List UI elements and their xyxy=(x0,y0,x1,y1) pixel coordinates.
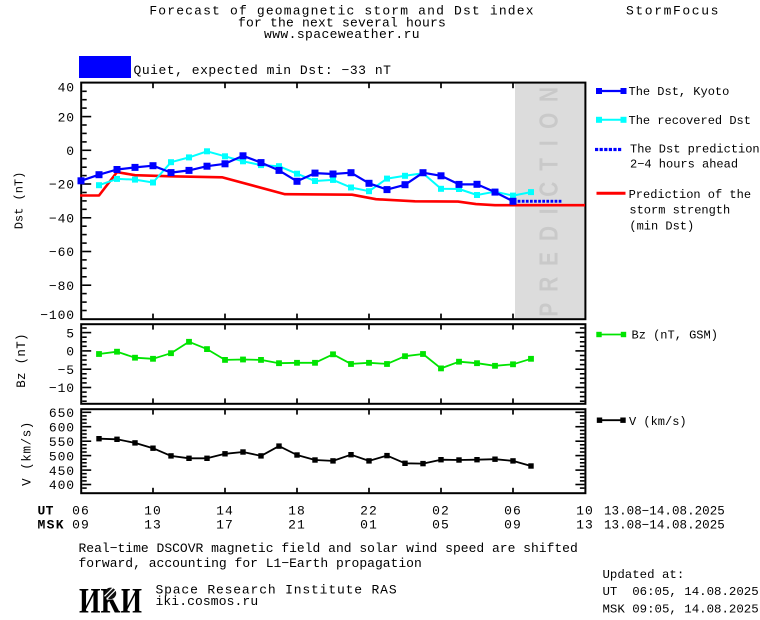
svg-text:Updated at:: Updated at: xyxy=(603,568,685,582)
svg-text:09: 09 xyxy=(504,518,522,533)
svg-text:forward, accounting for L1−Ear: forward, accounting for L1−Earth propaga… xyxy=(79,556,422,571)
svg-text:2−4 hours ahead: 2−4 hours ahead xyxy=(630,157,738,171)
svg-text:V (km/s): V (km/s) xyxy=(629,415,687,429)
svg-text:22: 22 xyxy=(360,504,378,519)
svg-text:650: 650 xyxy=(49,406,75,421)
svg-text:C: C xyxy=(534,182,563,197)
svg-text:40: 40 xyxy=(58,81,75,96)
svg-text:−20: −20 xyxy=(49,178,75,193)
svg-text:T: T xyxy=(534,157,563,170)
svg-text:600: 600 xyxy=(49,420,75,435)
svg-text:Space Research Institute RAS: Space Research Institute RAS xyxy=(156,582,398,597)
svg-text:I: I xyxy=(534,209,563,215)
svg-text:13: 13 xyxy=(144,518,162,533)
svg-text:−5: −5 xyxy=(58,363,75,378)
svg-text:UT: UT xyxy=(38,504,54,519)
svg-text:P: P xyxy=(534,303,563,317)
svg-text:0: 0 xyxy=(66,144,75,159)
svg-text:5: 5 xyxy=(66,326,75,341)
svg-text:Real−time DSCOVR magnetic fiel: Real−time DSCOVR magnetic field and sola… xyxy=(79,541,578,556)
svg-text:Prediction of the: Prediction of the xyxy=(629,188,751,202)
svg-text:13: 13 xyxy=(576,518,594,533)
svg-text:−10: −10 xyxy=(49,381,75,396)
svg-text:N: N xyxy=(534,87,563,102)
svg-text:iki.cosmos.ru: iki.cosmos.ru xyxy=(156,594,259,609)
svg-text:D: D xyxy=(534,226,563,241)
svg-text:for the next several hours: for the next several hours xyxy=(238,15,446,30)
svg-text:450: 450 xyxy=(49,464,75,479)
svg-text:0: 0 xyxy=(66,345,75,360)
svg-text:(min Dst): (min Dst) xyxy=(629,219,694,233)
svg-text:14: 14 xyxy=(216,504,234,519)
svg-text:13.08−14.08.2025: 13.08−14.08.2025 xyxy=(604,505,725,519)
svg-text:06: 06 xyxy=(72,504,90,519)
svg-text:01: 01 xyxy=(360,518,378,533)
svg-text:MSK: MSK xyxy=(38,518,65,533)
svg-text:400: 400 xyxy=(49,478,75,493)
svg-text:Bz (nT): Bz (nT) xyxy=(15,333,29,388)
svg-text:06: 06 xyxy=(504,504,522,519)
svg-text:09: 09 xyxy=(72,518,90,533)
svg-text:13.08−14.08.2025: 13.08−14.08.2025 xyxy=(604,519,725,533)
svg-text:V (km/s): V (km/s) xyxy=(21,421,35,486)
svg-text:Bz (nT, GSM): Bz (nT, GSM) xyxy=(632,328,718,342)
svg-text:Quiet, expected min Dst: −33 n: Quiet, expected min Dst: −33 nT xyxy=(134,63,392,78)
svg-text:UT 06:05, 14.08.2025: UT 06:05, 14.08.2025 xyxy=(603,585,759,599)
svg-text:Forecast of geomagnetic storm: Forecast of geomagnetic storm and Dst in… xyxy=(149,4,534,19)
svg-text:−40: −40 xyxy=(49,212,75,227)
svg-text:Dst (nT): Dst (nT) xyxy=(13,172,27,230)
svg-text:www.spaceweather.ru: www.spaceweather.ru xyxy=(264,27,420,42)
svg-text:E: E xyxy=(534,252,563,266)
svg-text:05: 05 xyxy=(432,518,450,533)
svg-text:The Dst, Kyoto: The Dst, Kyoto xyxy=(629,85,730,99)
svg-text:550: 550 xyxy=(49,435,75,450)
svg-text:storm strength: storm strength xyxy=(629,204,730,218)
svg-text:20: 20 xyxy=(58,110,75,125)
svg-text:17: 17 xyxy=(216,518,234,533)
svg-text:O: O xyxy=(534,113,563,129)
svg-text:The recovered Dst: The recovered Dst xyxy=(629,114,751,128)
svg-text:−60: −60 xyxy=(49,245,75,260)
svg-text:I: I xyxy=(534,140,563,146)
svg-text:02: 02 xyxy=(432,504,450,519)
svg-text:10: 10 xyxy=(144,504,162,519)
svg-text:10: 10 xyxy=(576,504,594,519)
svg-text:MSK 09:05, 14.08.2025: MSK 09:05, 14.08.2025 xyxy=(603,602,759,616)
svg-text:21: 21 xyxy=(288,518,306,533)
svg-text:−100: −100 xyxy=(40,308,75,323)
svg-text:500: 500 xyxy=(49,449,75,464)
svg-text:18: 18 xyxy=(288,504,306,519)
svg-text:R: R xyxy=(534,277,563,292)
svg-text:The Dst prediction: The Dst prediction xyxy=(630,143,760,157)
svg-text:−80: −80 xyxy=(49,279,75,294)
svg-text:StormFocus: StormFocus xyxy=(626,4,720,19)
